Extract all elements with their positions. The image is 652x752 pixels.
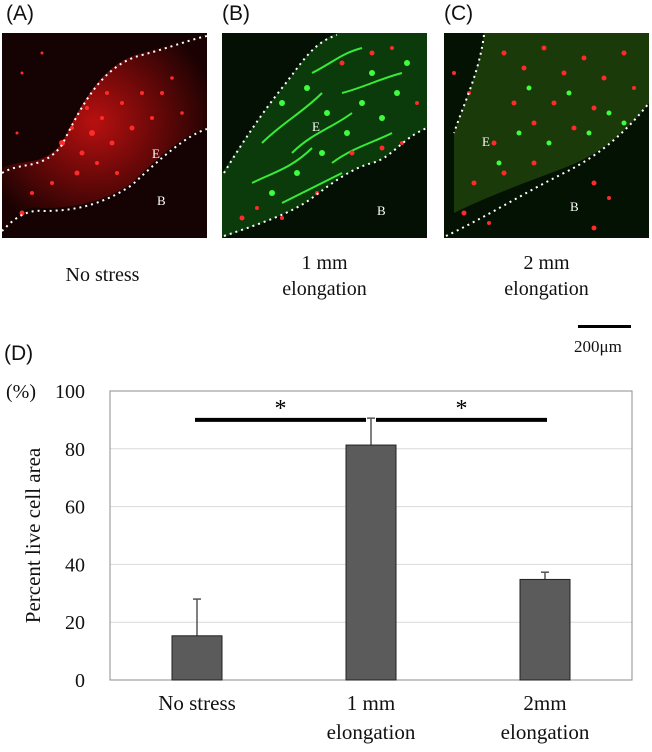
live-cell-dots — [496, 85, 627, 166]
x-tick-label: elongation — [501, 720, 590, 744]
scale-bar — [578, 325, 631, 328]
y-tick-label: 100 — [55, 381, 85, 403]
significance-marker: * — [275, 396, 287, 422]
live-cell-fibers — [251, 47, 403, 204]
dead-cell-dots — [452, 45, 636, 231]
region-b-label: B — [157, 193, 166, 208]
scale-bar-label: 200μm — [574, 337, 622, 356]
x-tick-label: 2mm — [523, 691, 566, 715]
caption-no-stress: No stress — [65, 264, 140, 286]
bar-chart: 0 20 40 60 80 100 (%) Percent live cell area No … — [6, 381, 633, 744]
micrograph-1mm-elongation: E B — [222, 33, 427, 238]
x-tick-label: 1 mm — [347, 691, 395, 715]
region-e-label: E — [312, 119, 320, 134]
dead-cell-dots — [239, 46, 419, 221]
region-b-label: B — [377, 203, 386, 218]
y-axis-title: Percent live cell area — [21, 447, 45, 623]
panel-a-label: (A) — [6, 2, 34, 25]
bar — [171, 635, 223, 681]
dead-cell-dots — [15, 51, 184, 216]
region-e-label: E — [482, 134, 490, 149]
caption-2mm-elongation: 2 mm elongation — [504, 252, 589, 300]
micrograph-2mm-elongation: E B — [444, 33, 649, 238]
panel-d-label: (D) — [4, 342, 34, 365]
y-tick-label: 20 — [65, 612, 85, 634]
y-tick-label: 80 — [65, 439, 85, 461]
caption-1mm-elongation: 1 mm elongation — [282, 252, 367, 300]
bar — [519, 578, 571, 681]
x-tick-label: elongation — [327, 720, 416, 744]
y-unit-label: (%) — [6, 381, 36, 403]
significance-marker: * — [456, 396, 468, 422]
panel-c-label: (C) — [444, 2, 474, 25]
panel-b-label: (B) — [222, 2, 250, 25]
micrograph-no-stress: E B — [2, 33, 207, 238]
bar — [345, 444, 397, 681]
y-tick-label: 0 — [75, 670, 85, 692]
region-b-label: B — [570, 199, 579, 214]
x-tick-label: No stress — [158, 691, 236, 715]
y-tick-label: 60 — [65, 497, 85, 519]
live-cell-dots — [269, 60, 410, 196]
y-tick-label: 40 — [65, 554, 85, 576]
region-e-label: E — [152, 146, 160, 161]
